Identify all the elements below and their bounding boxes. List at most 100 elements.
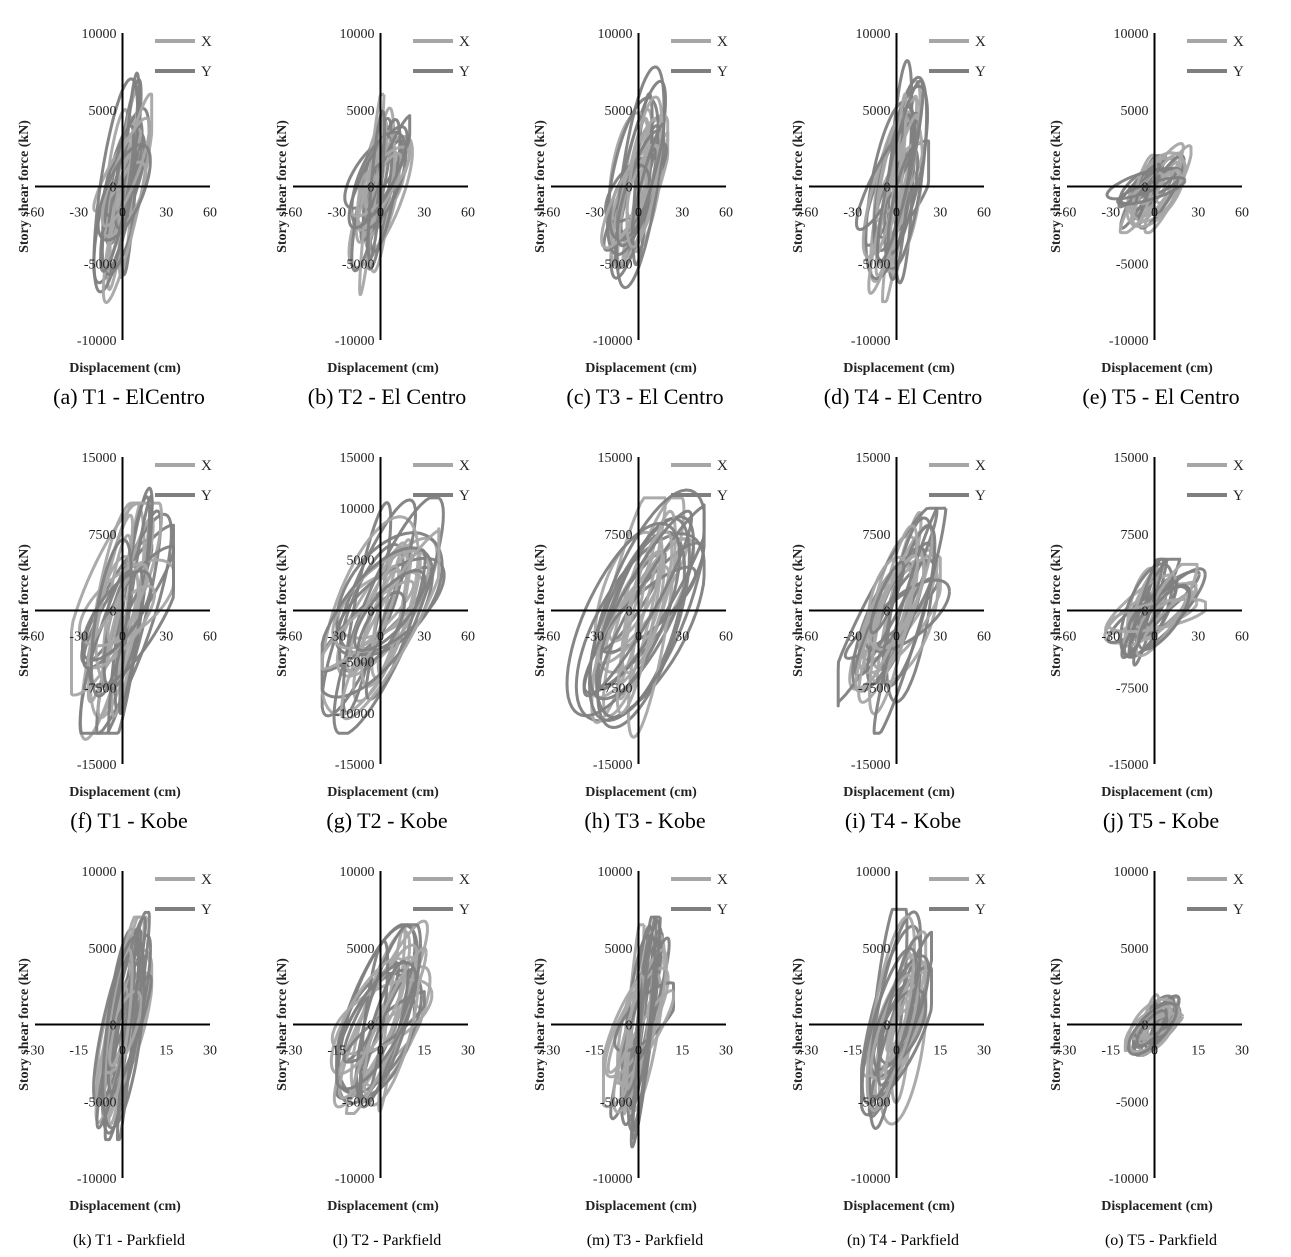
chart-panel-f: -60 -30 0 30 60 15000 7500 0 -7500 -15000 Story sh… — [0, 424, 258, 843]
y-tick-label: -5000 — [858, 257, 891, 272]
y-tick-label: 0 — [368, 1019, 375, 1034]
x-tick-label: -60 — [1058, 206, 1077, 221]
y-tick-label: -7500 — [1116, 681, 1149, 696]
series-x-loop — [339, 527, 441, 721]
series-y-loop — [89, 538, 133, 698]
x-tick-label: 15 — [159, 1044, 173, 1059]
y-tick-label: -5000 — [600, 257, 633, 272]
y-tick-label: -15000 — [851, 758, 891, 773]
legend-label-y: Y — [459, 64, 470, 80]
x-tick-label: 60 — [1235, 206, 1249, 221]
y-tick-label: -7500 — [84, 681, 117, 696]
y-tick-label: 5000 — [89, 104, 117, 119]
x-tick-label: 0 — [119, 630, 126, 645]
y-tick-label: -5000 — [84, 1095, 117, 1110]
legend-label-x: X — [201, 34, 212, 50]
y-tick-label: -5000 — [1116, 257, 1149, 272]
y-tick-label: 5000 — [347, 104, 375, 119]
x-tick-label: -30 — [585, 206, 604, 221]
y-tick-label: 7500 — [89, 528, 117, 543]
legend-label-x: X — [459, 34, 470, 50]
y-axis-label: Story shear force (kN) — [791, 120, 806, 253]
x-axis-label: Displacement (cm) — [69, 361, 181, 376]
x-tick-label: -30 — [1058, 1044, 1077, 1059]
series-y-loop — [1137, 583, 1191, 651]
x-tick-label: 60 — [977, 206, 991, 221]
chart-svg-m: -30 -15 0 15 30 10000 5000 0 -5000 -10000 Story sh… — [533, 865, 733, 1214]
x-tick-label: -30 — [1101, 206, 1120, 221]
chart-svg-j: -60 -30 0 30 60 15000 7500 0 -7500 -15000 Story sh… — [1049, 451, 1249, 800]
x-tick-label: -15 — [1101, 1044, 1120, 1059]
x-tick-label: 60 — [461, 630, 475, 645]
series-y-loop — [332, 496, 445, 735]
y-tick-label: -5000 — [600, 1095, 633, 1110]
chart-svg-e: -60 -30 0 30 60 10000 5000 0 -5000 -10000 Story sh… — [1049, 27, 1249, 376]
y-tick-label: -5000 — [1116, 1095, 1149, 1110]
series-x-loop — [1151, 168, 1183, 217]
x-tick-label: -30 — [1101, 630, 1120, 645]
y-tick-label: -10000 — [851, 334, 891, 349]
x-tick-label: -30 — [542, 1044, 561, 1059]
y-tick-label: 0 — [626, 181, 633, 196]
x-tick-label: 30 — [203, 1044, 217, 1059]
chart-panel-e: -60 -30 0 30 60 10000 5000 0 -5000 -10000 Story sh… — [1032, 0, 1290, 419]
x-tick-label: 15 — [675, 1044, 689, 1059]
y-tick-label: -15000 — [593, 758, 633, 773]
x-tick-label: 30 — [461, 1044, 475, 1059]
panel-caption: (k) T1 - Parkfield — [72, 1232, 186, 1249]
y-tick-label: -10000 — [593, 1172, 633, 1187]
x-tick-label: 60 — [719, 630, 733, 645]
chart-svg-a: -60 -30 0 30 60 10000 5000 0 -5000 -10000 Story sh… — [17, 27, 217, 376]
series-y-loop — [335, 961, 418, 1091]
y-tick-label: -10000 — [335, 1172, 375, 1187]
y-tick-label: 10000 — [340, 865, 375, 880]
chart-panel-l: -30 -15 0 15 30 10000 5000 0 -5000 -10000 Story sh… — [258, 838, 516, 1257]
x-tick-label: -30 — [69, 206, 88, 221]
series-x-loop — [106, 562, 149, 643]
x-tick-label: 30 — [159, 630, 173, 645]
y-tick-label: 0 — [368, 605, 375, 620]
series-y-loop — [92, 77, 140, 294]
y-tick-label: 0 — [368, 181, 375, 196]
x-tick-label: -30 — [284, 1044, 303, 1059]
y-tick-label: -15000 — [335, 758, 375, 773]
chart-svg-k: -30 -15 0 15 30 10000 5000 0 -5000 -10000 Story sh… — [17, 865, 217, 1214]
series-y-loop — [876, 79, 925, 264]
panel-caption: (h) T3 - Kobe — [584, 808, 706, 833]
chart-svg-h: -60 -30 0 30 60 15000 7500 0 -7500 -15000 Story sh… — [533, 451, 733, 800]
y-tick-label: 10000 — [598, 27, 633, 42]
legend-label-y: Y — [201, 902, 212, 918]
series-y-loop — [886, 147, 920, 255]
chart-panel-b: -60 -30 0 30 60 10000 5000 0 -5000 -10000 Story sh… — [258, 0, 516, 419]
y-tick-label: 5000 — [89, 942, 117, 957]
legend-label-x: X — [717, 872, 728, 888]
legend-label-y: Y — [1233, 902, 1244, 918]
series-y-loop — [598, 503, 706, 691]
panel-caption: (m) T3 - Parkfield — [586, 1232, 704, 1249]
y-tick-label: 15000 — [1114, 451, 1149, 466]
y-tick-label: 10000 — [856, 865, 891, 880]
x-tick-label: 0 — [119, 1044, 126, 1059]
x-axis-label: Displacement (cm) — [843, 1199, 955, 1214]
x-axis-label: Displacement (cm) — [585, 361, 697, 376]
series-x-loop — [884, 984, 919, 1082]
legend-label-y: Y — [201, 64, 212, 80]
x-tick-label: -60 — [542, 630, 561, 645]
chart-svg-g: -60 -30 0 30 60150001000050000-5000-10000-15… — [275, 451, 475, 800]
y-axis-label: Story shear force (kN) — [533, 120, 548, 253]
chart-panel-a: -60 -30 0 30 60 10000 5000 0 -5000 -10000 Story sh… — [0, 0, 258, 419]
x-tick-label: 60 — [1235, 630, 1249, 645]
chart-svg-n: -30 -15 0 15 30 10000 5000 0 -5000 -10000 Story sh… — [791, 865, 991, 1214]
y-tick-label: 0 — [884, 1019, 891, 1034]
y-tick-label: 10000 — [82, 27, 117, 42]
series-y-loop — [876, 936, 923, 1087]
y-axis-label: Story shear force (kN) — [1049, 120, 1064, 253]
x-tick-label: -30 — [69, 630, 88, 645]
legend-label-x: X — [717, 34, 728, 50]
y-tick-label: 5000 — [605, 942, 633, 957]
y-tick-label: 0 — [110, 605, 117, 620]
legend-label-x: X — [717, 458, 728, 474]
y-tick-label: -10000 — [335, 334, 375, 349]
series-y-loop — [95, 916, 147, 1130]
legend-label-y: Y — [717, 64, 728, 80]
